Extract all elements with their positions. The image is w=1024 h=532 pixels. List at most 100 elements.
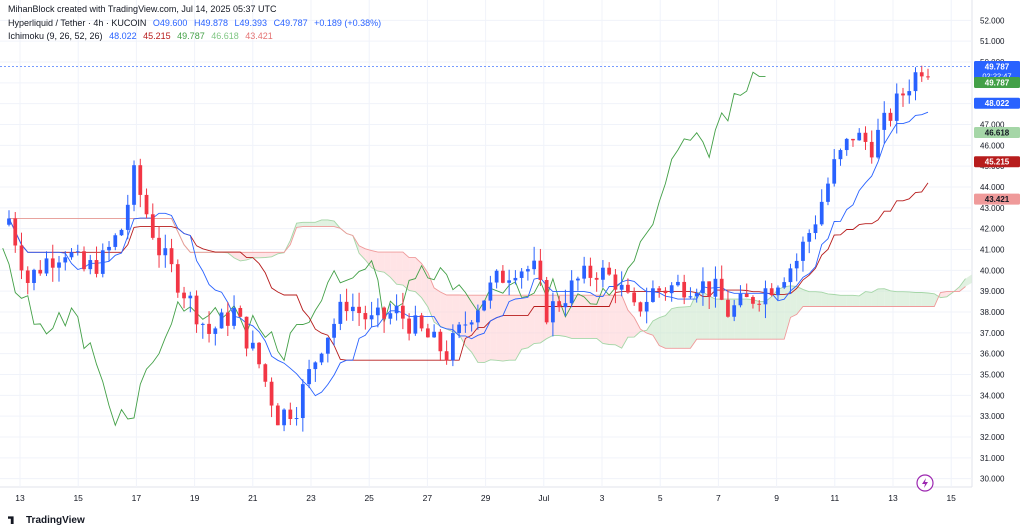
price-label-badge: 43.421 <box>974 193 1020 205</box>
cloud-segment <box>852 295 860 307</box>
cloud-segment <box>534 295 541 344</box>
cloud-segment <box>234 252 241 261</box>
candle-body <box>813 224 818 234</box>
cloud-segment <box>602 295 610 345</box>
tradingview-logo[interactable]: TradingView <box>8 515 85 526</box>
price-tick-label: 46.000 <box>980 141 1005 150</box>
candle-body <box>332 323 336 338</box>
cloud-segment <box>940 291 947 298</box>
candle-body <box>732 305 737 317</box>
candle-body <box>100 250 105 274</box>
cloud-segment <box>502 295 510 362</box>
cloud-segment <box>809 291 816 307</box>
candle-body <box>807 233 812 242</box>
candle-body <box>225 312 230 326</box>
price-tick-label: 35.000 <box>980 371 1005 380</box>
ohlc-open: O49.600 <box>152 18 188 28</box>
candle-body <box>19 245 24 271</box>
cloud-segment <box>796 286 803 315</box>
candle-body <box>13 218 18 246</box>
cloud-segment <box>302 222 310 227</box>
cloud-segment <box>871 288 878 307</box>
cloud-segment <box>609 295 616 345</box>
candle-body <box>157 237 161 256</box>
candle-body <box>869 141 874 158</box>
cloud-segment <box>390 252 397 285</box>
lagging-span-line <box>2 71 766 427</box>
candle-body <box>894 93 899 121</box>
candle-body <box>776 287 780 296</box>
cloud-segment <box>396 252 403 286</box>
candle-body <box>838 150 843 160</box>
cloud-segment <box>827 293 835 307</box>
candle-body <box>44 258 49 274</box>
cloud-segment <box>646 320 653 336</box>
candle-body <box>551 301 555 323</box>
candle-body <box>726 299 730 317</box>
candle-body <box>926 76 930 78</box>
base-line <box>8 182 929 361</box>
candle-body <box>888 112 893 121</box>
time-tick-label: 9 <box>774 493 779 503</box>
cloud-segment <box>759 301 766 340</box>
price-label-text: 49.787 <box>985 62 1010 71</box>
candle-body <box>444 351 449 361</box>
candle-body <box>150 214 155 238</box>
candle-body <box>588 265 593 278</box>
candle-body <box>132 165 136 205</box>
cloud-segment <box>771 289 778 340</box>
candle-body <box>269 381 274 406</box>
candle-body <box>194 295 199 325</box>
cloud-segment <box>665 308 672 349</box>
candle-body <box>182 292 186 299</box>
time-tick-label: 23 <box>306 493 316 503</box>
candle-body <box>88 260 93 270</box>
cloud-segment <box>527 295 535 348</box>
cloud-segment <box>252 252 260 258</box>
candle-body <box>169 248 174 265</box>
bolt-icon[interactable] <box>916 474 934 492</box>
chart-credit: MihanBlock created with TradingView.com,… <box>8 4 277 14</box>
cloud-segment <box>484 295 491 363</box>
time-tick-label: 29 <box>481 493 491 503</box>
candle-body <box>619 284 624 290</box>
price-label-bg <box>974 76 1020 88</box>
candle-body <box>476 310 480 323</box>
cloud-segment <box>490 295 497 361</box>
time-tick-label: 3 <box>600 493 605 503</box>
time-tick-label: 19 <box>190 493 200 503</box>
cloud-segment <box>315 219 322 227</box>
ichimoku-legend[interactable]: Ichimoku (9, 26, 52, 26) 48.022 45.215 4… <box>8 31 277 41</box>
cloud-segment <box>865 291 872 307</box>
candle-body <box>457 324 461 334</box>
price-tick-label: 41.000 <box>980 246 1005 255</box>
candle-body <box>851 138 855 141</box>
candle-body <box>694 293 699 297</box>
candle-body <box>713 278 718 297</box>
cloud-segment <box>702 292 710 340</box>
candle-body <box>501 270 505 283</box>
symbol-name: Hyperliquid / Tether · 4h · KUCOIN <box>8 18 147 28</box>
price-label-bg <box>974 97 1020 109</box>
cloud-segment <box>496 295 503 362</box>
candle-body <box>682 281 687 298</box>
candle-body <box>394 305 399 314</box>
ohlc-close: C49.787 <box>273 18 308 28</box>
cloud-segment <box>815 291 822 307</box>
cloud-segment <box>509 295 516 361</box>
candle-body <box>738 293 743 306</box>
time-tick-label: 21 <box>248 493 258 503</box>
symbol-legend[interactable]: Hyperliquid / Tether · 4h · KUCOIN O49.6… <box>8 18 385 28</box>
candle-body <box>701 281 705 294</box>
candle-body <box>125 204 130 230</box>
candlestick-series <box>7 65 930 432</box>
candle-body <box>757 303 762 305</box>
candle-body <box>188 295 193 299</box>
candle-body <box>876 129 880 158</box>
cloud-segment <box>440 292 447 330</box>
price-tick-label: 33.000 <box>980 412 1005 421</box>
candle-body <box>369 315 374 320</box>
candle-body <box>582 265 587 279</box>
time-tick-label: 5 <box>658 493 663 503</box>
